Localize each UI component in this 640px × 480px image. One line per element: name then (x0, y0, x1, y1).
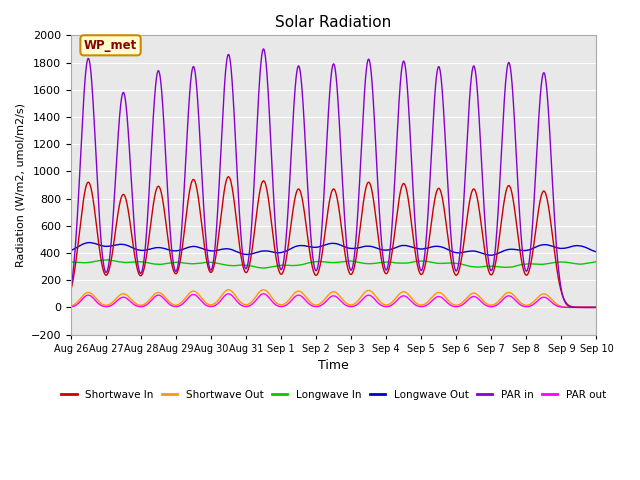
Text: WP_met: WP_met (84, 39, 137, 52)
Y-axis label: Radiation (W/m2, umol/m2/s): Radiation (W/m2, umol/m2/s) (15, 103, 25, 267)
X-axis label: Time: Time (318, 359, 349, 372)
Title: Solar Radiation: Solar Radiation (275, 15, 392, 30)
Legend: Shortwave In, Shortwave Out, Longwave In, Longwave Out, PAR in, PAR out: Shortwave In, Shortwave Out, Longwave In… (57, 386, 610, 404)
